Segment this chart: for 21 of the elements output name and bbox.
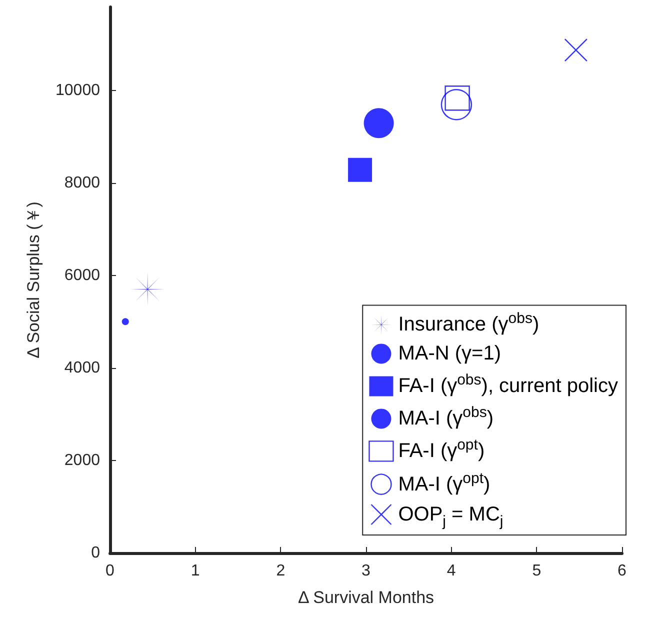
y-tick-label: 6000	[64, 266, 100, 284]
x-tick-label: 6	[618, 562, 627, 580]
y-tick-label: 2000	[64, 452, 100, 469]
point	[348, 158, 372, 182]
y-tick-label: 8000	[64, 174, 100, 192]
legend-label: MA-N (γ=1)	[398, 342, 502, 365]
x-tick-label: 1	[190, 562, 200, 580]
x-tick-label: 0	[106, 562, 115, 580]
x-tick-label: 5	[532, 562, 542, 580]
y-tick-label: 0	[91, 544, 100, 562]
point	[364, 108, 394, 138]
y-axis-title: Δ Social Surplus (￥)	[24, 202, 43, 358]
x-tick-label: 3	[362, 562, 371, 580]
x-tick-label: 4	[446, 562, 456, 580]
y-tick-label: 4000	[64, 359, 100, 376]
y-tick-label: 10000	[56, 82, 100, 99]
point	[122, 318, 129, 326]
point	[564, 38, 588, 62]
x-axis-title: Δ Survival Months	[298, 588, 434, 607]
point	[440, 89, 472, 120]
x-tick-label: 2	[276, 562, 286, 580]
